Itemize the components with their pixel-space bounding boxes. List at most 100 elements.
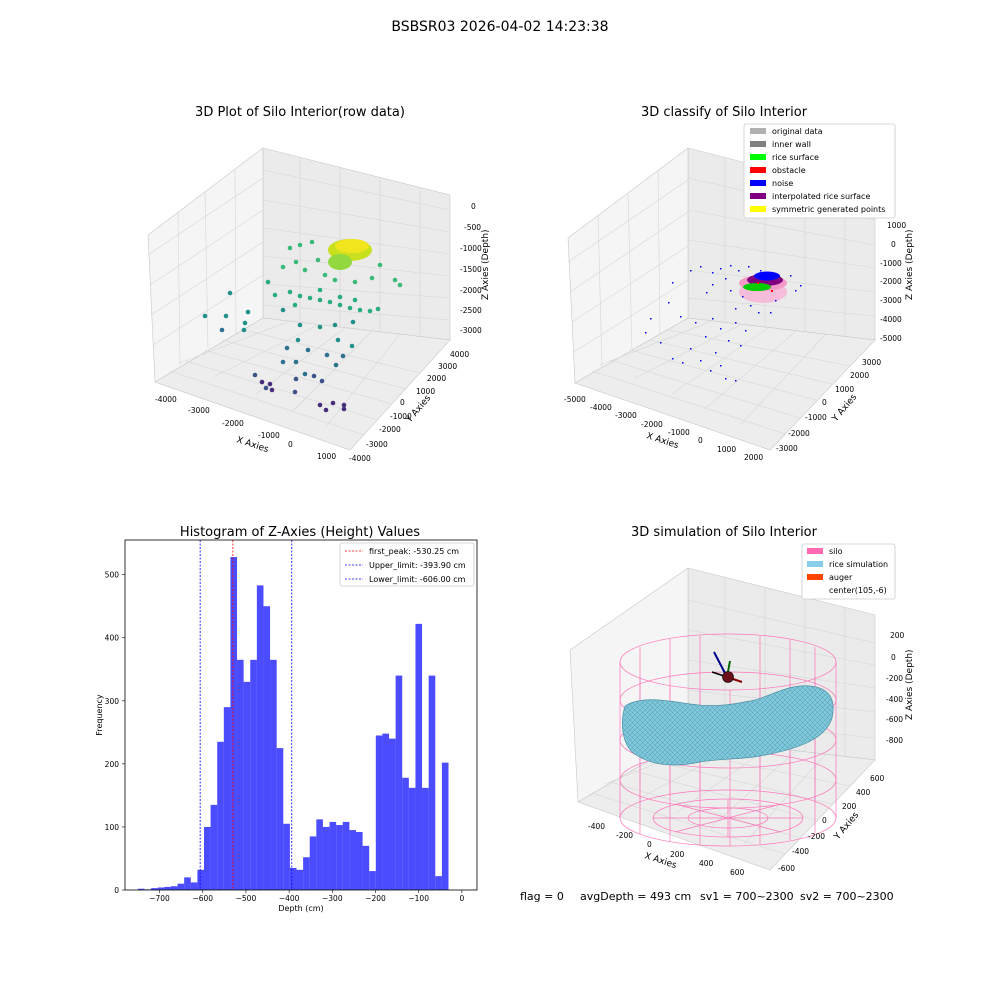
histogram-bar	[217, 741, 224, 890]
histogram-bar	[336, 825, 343, 890]
classify-legend: original data inner wall rice surface ob…	[743, 123, 896, 219]
classify-y-tick: 0	[822, 398, 827, 407]
histogram-bar	[177, 883, 185, 890]
y-tick-label: 500	[105, 571, 120, 580]
raw-x-tick: 1000	[317, 452, 336, 461]
classify-x-tick-labels: -5000 -4000 -3000 -2000 -1000 0 1000 200…	[564, 395, 763, 462]
legend-label: silo	[829, 547, 843, 556]
legend-label: obstacle	[772, 166, 806, 175]
classify-z-tick-labels: 1000 0 -1000 -2000 -3000 -4000 -5000	[880, 221, 906, 343]
histogram-x-axis-label: Depth (cm)	[278, 904, 323, 913]
simulation-x-tick: 0	[647, 840, 652, 849]
histogram-bars	[137, 557, 449, 890]
histogram-bar	[349, 830, 356, 890]
raw-z-tick: -500	[464, 223, 481, 232]
simulation-y-axis-label: Y Axies	[832, 810, 861, 842]
raw-panel-title: 3D Plot of Silo Interior(row data)	[195, 105, 405, 120]
raw-y-tick: 0	[400, 398, 405, 407]
classify-x-tick: -5000	[564, 395, 586, 404]
classify-y-tick-labels: -3000 -2000 -1000 0 1000 2000 3000	[776, 358, 881, 453]
simulation-legend: silo rice simulation auger center(105,-6…	[801, 543, 896, 600]
legend-swatch	[750, 128, 766, 134]
histogram-bar	[435, 876, 442, 890]
classify-y-tick: 3000	[862, 358, 881, 367]
raw-x-tick: -1000	[258, 431, 280, 440]
legend-label: inner wall	[772, 140, 811, 149]
x-tick-label: −600	[192, 894, 213, 903]
raw-y-axis-label: Y Axies	[404, 393, 433, 425]
histogram-bar	[316, 819, 323, 890]
histogram-bar	[223, 707, 231, 890]
classify-x-tick: -2000	[641, 420, 663, 429]
simulation-y-tick: 400	[856, 788, 871, 797]
legend-swatch	[750, 193, 766, 199]
raw-z-tick: -3000	[460, 326, 482, 335]
histogram-bar	[170, 886, 178, 890]
raw-axes-box	[147, 147, 451, 451]
histogram-bar	[395, 675, 403, 890]
classify-z-tick: 0	[891, 240, 896, 249]
y-tick-label: 100	[105, 823, 120, 832]
y-tick-label: 400	[105, 634, 120, 643]
simulation-y-tick: 600	[870, 774, 885, 783]
rice-simulation-surface	[622, 685, 834, 766]
legend-label: rice surface	[772, 153, 819, 162]
classify-panel: 3D classify of Silo Interior	[564, 105, 915, 462]
simulation-x-tick: 600	[730, 868, 745, 877]
raw-y-tick-labels: -4000 -3000 -2000 -1000 0 1000 2000 3000…	[349, 350, 469, 463]
histogram-bar	[289, 867, 297, 890]
raw-y-tick: -1000	[390, 412, 412, 421]
legend-swatch	[750, 206, 766, 212]
raw-z-tick: -1000	[460, 244, 482, 253]
simulation-y-tick: -600	[778, 864, 795, 873]
histogram-bar	[296, 869, 304, 890]
histogram-bar	[243, 681, 251, 890]
classify-y-tick: -3000	[776, 444, 798, 453]
x-tick-label: −700	[149, 894, 170, 903]
legend-label: first_peak: -530.25 cm	[369, 547, 459, 556]
classify-y-axis-label: Y Axies	[830, 392, 859, 424]
simulation-x-tick: -200	[616, 831, 633, 840]
raw-y-tick: 1000	[416, 387, 435, 396]
histogram-bar	[322, 826, 330, 890]
auger	[711, 651, 743, 683]
raw-x-tick: -4000	[155, 395, 177, 404]
status-sv2: sv2 = 700~2300	[800, 890, 894, 903]
histogram-bar	[309, 836, 317, 890]
classify-x-tick: -4000	[590, 403, 612, 412]
histogram-bar	[276, 748, 284, 890]
raw-z-tick: -2000	[460, 286, 482, 295]
classify-x-tick: -1000	[668, 428, 690, 437]
histogram-title: Histogram of Z-Axies (Height) Values	[180, 525, 420, 540]
simulation-y-tick: -400	[792, 847, 809, 856]
simulation-y-tick: -200	[808, 832, 825, 841]
histogram-bar	[210, 804, 218, 890]
histogram-bar	[157, 887, 165, 890]
histogram-bar	[375, 735, 383, 890]
histogram-bar	[362, 845, 370, 890]
simulation-y-tick-labels: -600 -400 -200 0 200 400 600	[778, 774, 885, 873]
histogram-bar	[256, 585, 264, 890]
simulation-z-tick: -400	[886, 695, 903, 704]
classify-z-tick: -3000	[880, 296, 902, 305]
status-line: flag = 0 avgDepth = 493 cm sv1 = 700~230…	[520, 890, 894, 903]
legend-swatch	[750, 154, 766, 160]
raw-y-tick: -2000	[379, 425, 401, 434]
legend-swatch	[750, 180, 766, 186]
classify-z-tick: -2000	[880, 277, 902, 286]
x-tick-label: −400	[279, 894, 300, 903]
legend-label: original data	[772, 127, 823, 136]
histogram-bar	[151, 888, 158, 890]
x-tick-label: −200	[365, 894, 386, 903]
legend-swatch	[750, 141, 766, 147]
histogram-bar	[263, 606, 271, 890]
classify-y-tick: -2000	[788, 429, 810, 438]
simulation-panel-title: 3D simulation of Silo Interior	[631, 525, 818, 540]
legend-swatch	[807, 561, 823, 567]
histogram-legend: first_peak: -530.25 cm Upper_limit: -393…	[339, 542, 475, 587]
legend-label: noise	[772, 179, 793, 188]
legend-label: Lower_limit: -606.00 cm	[369, 575, 466, 584]
simulation-z-tick-labels: 200 0 -200 -400 -600 -800	[886, 631, 905, 745]
histogram-bar	[137, 888, 145, 890]
